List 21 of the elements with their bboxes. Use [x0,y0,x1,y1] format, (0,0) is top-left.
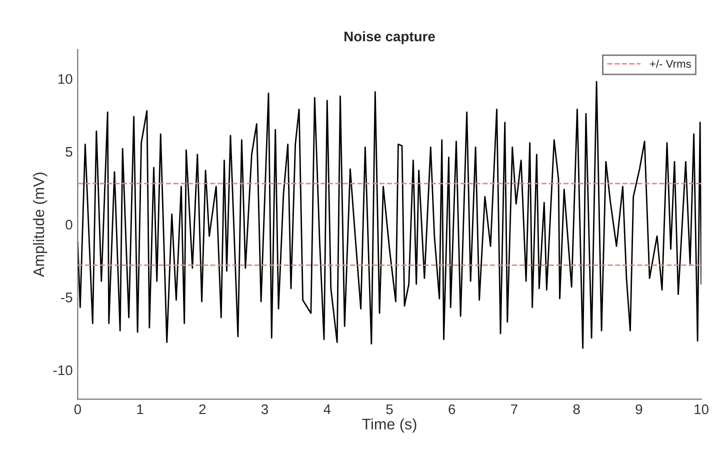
y-tick-label: -5 [61,292,72,302]
x-tick-label: 1 [137,404,144,414]
x-tick-label: 7 [511,404,518,414]
x-axis-title: Time (s) [362,418,416,433]
x-tick-label: 8 [573,404,580,414]
chart-title: Noise capture [344,31,435,44]
y-tick-label: -10 [53,365,72,376]
x-tick-label: 9 [636,404,642,414]
legend-label: +/- Vrms [650,60,691,68]
line-series [78,80,702,349]
x-tick-label: 10 [694,404,708,414]
x-tick-label: 2 [199,404,206,414]
x-tick-label: 6 [448,404,456,414]
x-tick-label: 4 [324,404,331,414]
y-axis-title: Amplitude (mV) [32,172,48,277]
x-tick-label: 3 [261,404,268,414]
x-tick-label: 0 [74,404,81,414]
y-tick-label: 5 [66,147,72,157]
x-tick-label: 5 [386,404,393,414]
y-tick-label: 10 [58,74,72,84]
y-tick-label: 0 [66,220,72,230]
